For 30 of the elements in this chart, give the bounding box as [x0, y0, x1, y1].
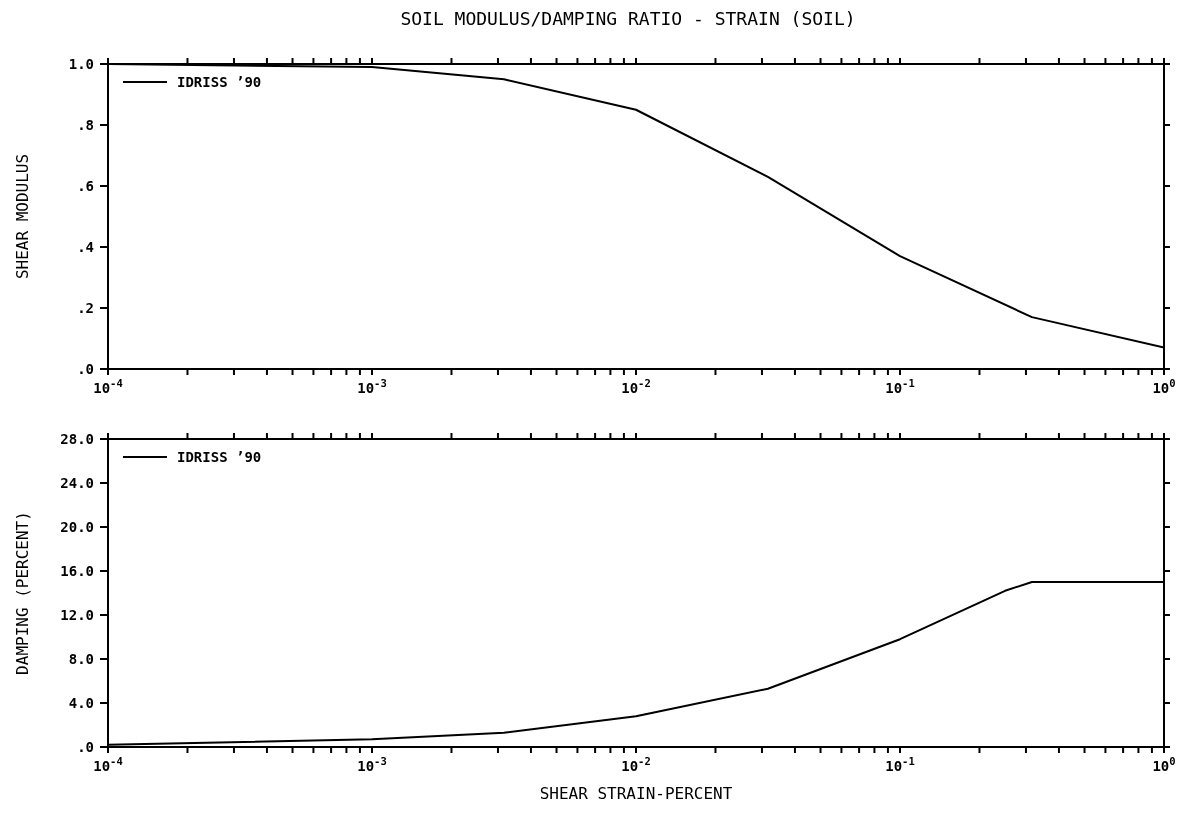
y-tick-label: .4 — [77, 239, 94, 255]
x-tick-label: 10$^{0}$ — [1152, 377, 1176, 396]
y-tick-label: 20.0 — [60, 519, 94, 535]
x-tick-label: 10$^{-3}$ — [357, 755, 387, 774]
y-tick-label: 4.0 — [68, 695, 94, 711]
x-tick-label: 10$^{-3}$ — [357, 377, 387, 396]
x-axis-title: SHEAR STRAIN-PERCENT — [539, 784, 733, 803]
y-tick-label: 8.0 — [68, 651, 94, 667]
y-tick-label: .0 — [77, 739, 94, 755]
x-tick-label: 10$^{-4}$ — [93, 755, 123, 774]
x-tick-label: 10$^{-4}$ — [93, 377, 123, 396]
x-tick-label: 10$^{0}$ — [1152, 755, 1176, 774]
x-tick-label: 10$^{-2}$ — [621, 377, 651, 396]
x-tick-label: 10$^{-1}$ — [885, 377, 915, 396]
y-tick-label: .6 — [77, 178, 94, 194]
y-tick-label: 1.0 — [68, 56, 94, 72]
legend-label: IDRISS ’90 — [177, 449, 262, 465]
y-axis-title: DAMPING (PERCENT) — [12, 511, 32, 675]
y-tick-label: 24.0 — [60, 475, 94, 491]
legend-label: IDRISS ’90 — [177, 74, 262, 90]
chart-title: SOIL MODULUS/DAMPING RATIO - STRAIN (SOIL) — [399, 8, 857, 30]
y-tick-label: 28.0 — [60, 431, 94, 447]
x-tick-label: 10$^{-1}$ — [885, 755, 915, 774]
y-axis-title: SHEAR MODULUS — [12, 153, 32, 280]
y-tick-label: .0 — [77, 361, 94, 377]
y-tick-label: 16.0 — [60, 563, 94, 579]
y-tick-label: .8 — [77, 117, 94, 133]
y-tick-label: 12.0 — [60, 607, 94, 623]
x-tick-label: 10$^{-2}$ — [621, 755, 651, 774]
y-tick-label: .2 — [77, 300, 94, 316]
